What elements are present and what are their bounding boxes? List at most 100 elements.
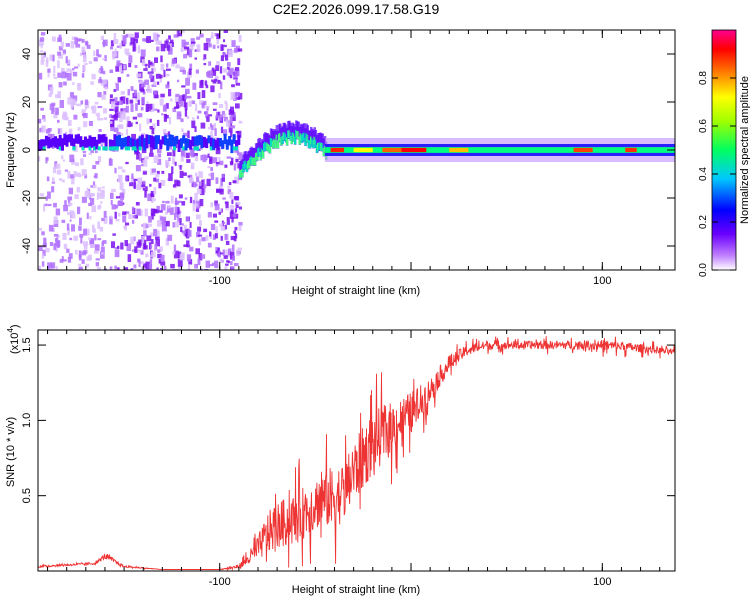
- heatmap-cell: [237, 135, 241, 145]
- heatmap-cell: [124, 48, 130, 55]
- heatmap-cell: [47, 137, 51, 149]
- heatmap-cell: [152, 67, 156, 72]
- heatmap-cell: [155, 40, 160, 45]
- heatmap-cell: [121, 188, 126, 195]
- heatmap-cell: [210, 223, 216, 231]
- heatmap-cell: [133, 236, 136, 241]
- heatmap-cell: [97, 205, 101, 210]
- heatmap-cell: [159, 74, 163, 79]
- heatmap-cell: [165, 103, 169, 109]
- heatmap-cell: [138, 250, 142, 253]
- heatmap-cell: [77, 127, 81, 131]
- heatmap-cell: [198, 135, 202, 146]
- heatmap-cell: [208, 264, 214, 267]
- heatmap-cell: [211, 67, 215, 73]
- heatmap-cell: [111, 140, 115, 149]
- heatmap-cell: [207, 43, 212, 48]
- heatmap-cell: [73, 95, 78, 102]
- heatmap-cell: [219, 186, 224, 192]
- heatmap-cell: [82, 54, 87, 63]
- heatmap-cell: [179, 254, 185, 261]
- heatmap-cell: [186, 244, 191, 248]
- heatmap-cell: [142, 159, 148, 167]
- heatmap-cell: [218, 208, 222, 212]
- heatmap-cell: [99, 194, 105, 199]
- heatmap-cell: [158, 182, 162, 189]
- heatmap-cell: [210, 167, 213, 172]
- heatmap-cell: [54, 238, 57, 242]
- heatmap-cell: [53, 234, 59, 237]
- heatmap-cell: [234, 148, 239, 153]
- heatmap-cell: [235, 79, 238, 84]
- heatmap-cell: [151, 127, 155, 135]
- heatmap-cell: [164, 104, 167, 112]
- heatmap-cell: [179, 138, 183, 149]
- heatmap-cell: [118, 200, 124, 206]
- heatmap-cell: [235, 202, 239, 208]
- heatmap-cell: [111, 188, 116, 193]
- heatmap-cell: [217, 79, 221, 84]
- heatmap-cell: [205, 38, 211, 42]
- heatmap-cell: [160, 93, 165, 98]
- heatmap-cell: [145, 65, 148, 69]
- heatmap-cell: [38, 39, 43, 47]
- heatmap-cell: [126, 97, 129, 105]
- heatmap-cell: [236, 69, 240, 77]
- heatmap-cell: [139, 80, 144, 84]
- heatmap-cell: [52, 36, 56, 42]
- heatmap-cell: [160, 261, 166, 266]
- heatmap-cell: [140, 106, 144, 111]
- heatmap-cell: [70, 134, 74, 146]
- heatmap-cell: [199, 80, 204, 86]
- heatmap-cell: [89, 239, 92, 246]
- heatmap-cell: [127, 254, 132, 262]
- heatmap-cell: [129, 99, 134, 104]
- heatmap-cell: [173, 250, 179, 259]
- heatmap-cell: [69, 237, 73, 241]
- heatmap-cell: [195, 203, 198, 207]
- heatmap-cell: [121, 169, 126, 173]
- heatmap-cell: [72, 99, 77, 106]
- heatmap-cell: [177, 215, 180, 223]
- heatmap-cell: [43, 237, 47, 244]
- heatmap-cell: [124, 240, 128, 247]
- heatmap-cell: [160, 216, 163, 221]
- heatmap-cell: [235, 140, 238, 150]
- heatmap-cell: [91, 205, 97, 213]
- heatmap-cell: [59, 259, 64, 263]
- heatmap-cell: [103, 70, 106, 75]
- heatmap-cell: [182, 146, 186, 151]
- heatmap-cell: [147, 193, 152, 202]
- heatmap-cell: [231, 244, 235, 252]
- heatmap-cell: [109, 157, 112, 166]
- heatmap-cell: [226, 67, 230, 70]
- heatmap-cell: [81, 251, 87, 256]
- heatmap-cell: [179, 218, 182, 226]
- heatmap-cell: [177, 258, 183, 267]
- heatmap-cell: [238, 120, 243, 124]
- heatmap-cell: [58, 178, 63, 181]
- heatmap-cell: [157, 220, 162, 227]
- heatmap-cell: [189, 44, 194, 51]
- heatmap-cell: [186, 240, 190, 245]
- heatmap-cell: [223, 68, 228, 73]
- colorbar-gradient: [711, 29, 737, 271]
- heatmap-cell: [98, 69, 101, 73]
- heatmap-cell: [79, 233, 84, 238]
- heatmap-cell: [119, 118, 123, 123]
- heatmap-cell: [52, 166, 57, 174]
- heatmap-cell: [150, 193, 154, 197]
- heatmap-cell: [45, 143, 48, 149]
- heatmap-cell: [147, 224, 150, 227]
- heatmap-cell: [70, 174, 75, 179]
- heatmap-cell: [125, 128, 128, 135]
- heatmap-cell: [67, 196, 73, 201]
- heatmap-cell: [214, 220, 219, 223]
- heatmap-cell: [134, 246, 138, 253]
- heatmap-cell: [63, 113, 68, 121]
- heatmap-cell: [293, 136, 297, 145]
- heatmap-cell: [97, 112, 100, 121]
- heatmap-cell: [40, 50, 44, 53]
- heatmap-cell: [117, 245, 120, 249]
- heatmap-cell: [200, 268, 203, 270]
